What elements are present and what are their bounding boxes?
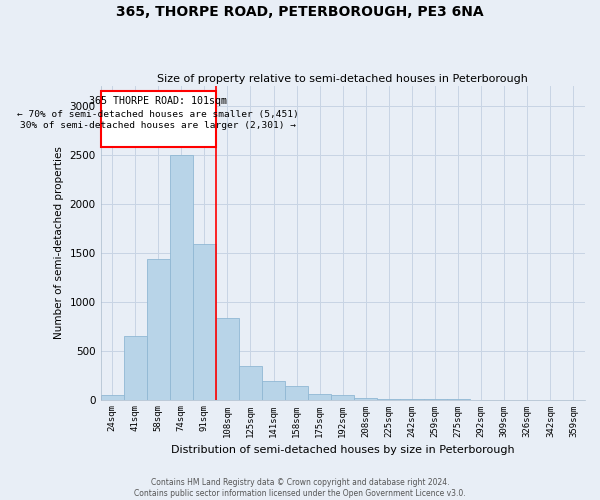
Text: 365 THORPE ROAD: 101sqm: 365 THORPE ROAD: 101sqm bbox=[89, 96, 227, 106]
Text: 365, THORPE ROAD, PETERBOROUGH, PE3 6NA: 365, THORPE ROAD, PETERBOROUGH, PE3 6NA bbox=[116, 5, 484, 19]
Bar bbox=[146, 258, 170, 400]
Bar bbox=[101, 91, 216, 147]
Bar bbox=[285, 386, 308, 400]
Bar bbox=[308, 394, 331, 400]
Title: Size of property relative to semi-detached houses in Peterborough: Size of property relative to semi-detach… bbox=[157, 74, 528, 84]
Text: 30% of semi-detached houses are larger (2,301) →: 30% of semi-detached houses are larger (… bbox=[20, 122, 296, 130]
Bar bbox=[124, 336, 146, 400]
Bar bbox=[331, 395, 354, 400]
Y-axis label: Number of semi-detached properties: Number of semi-detached properties bbox=[54, 146, 64, 340]
Bar bbox=[216, 318, 239, 400]
Bar bbox=[262, 382, 285, 400]
Bar bbox=[377, 398, 400, 400]
X-axis label: Distribution of semi-detached houses by size in Peterborough: Distribution of semi-detached houses by … bbox=[171, 445, 515, 455]
Bar bbox=[354, 398, 377, 400]
Bar bbox=[239, 366, 262, 400]
Bar bbox=[170, 154, 193, 400]
Bar bbox=[101, 395, 124, 400]
Bar bbox=[193, 244, 216, 400]
Text: Contains HM Land Registry data © Crown copyright and database right 2024.
Contai: Contains HM Land Registry data © Crown c… bbox=[134, 478, 466, 498]
Text: ← 70% of semi-detached houses are smaller (5,451): ← 70% of semi-detached houses are smalle… bbox=[17, 110, 299, 118]
